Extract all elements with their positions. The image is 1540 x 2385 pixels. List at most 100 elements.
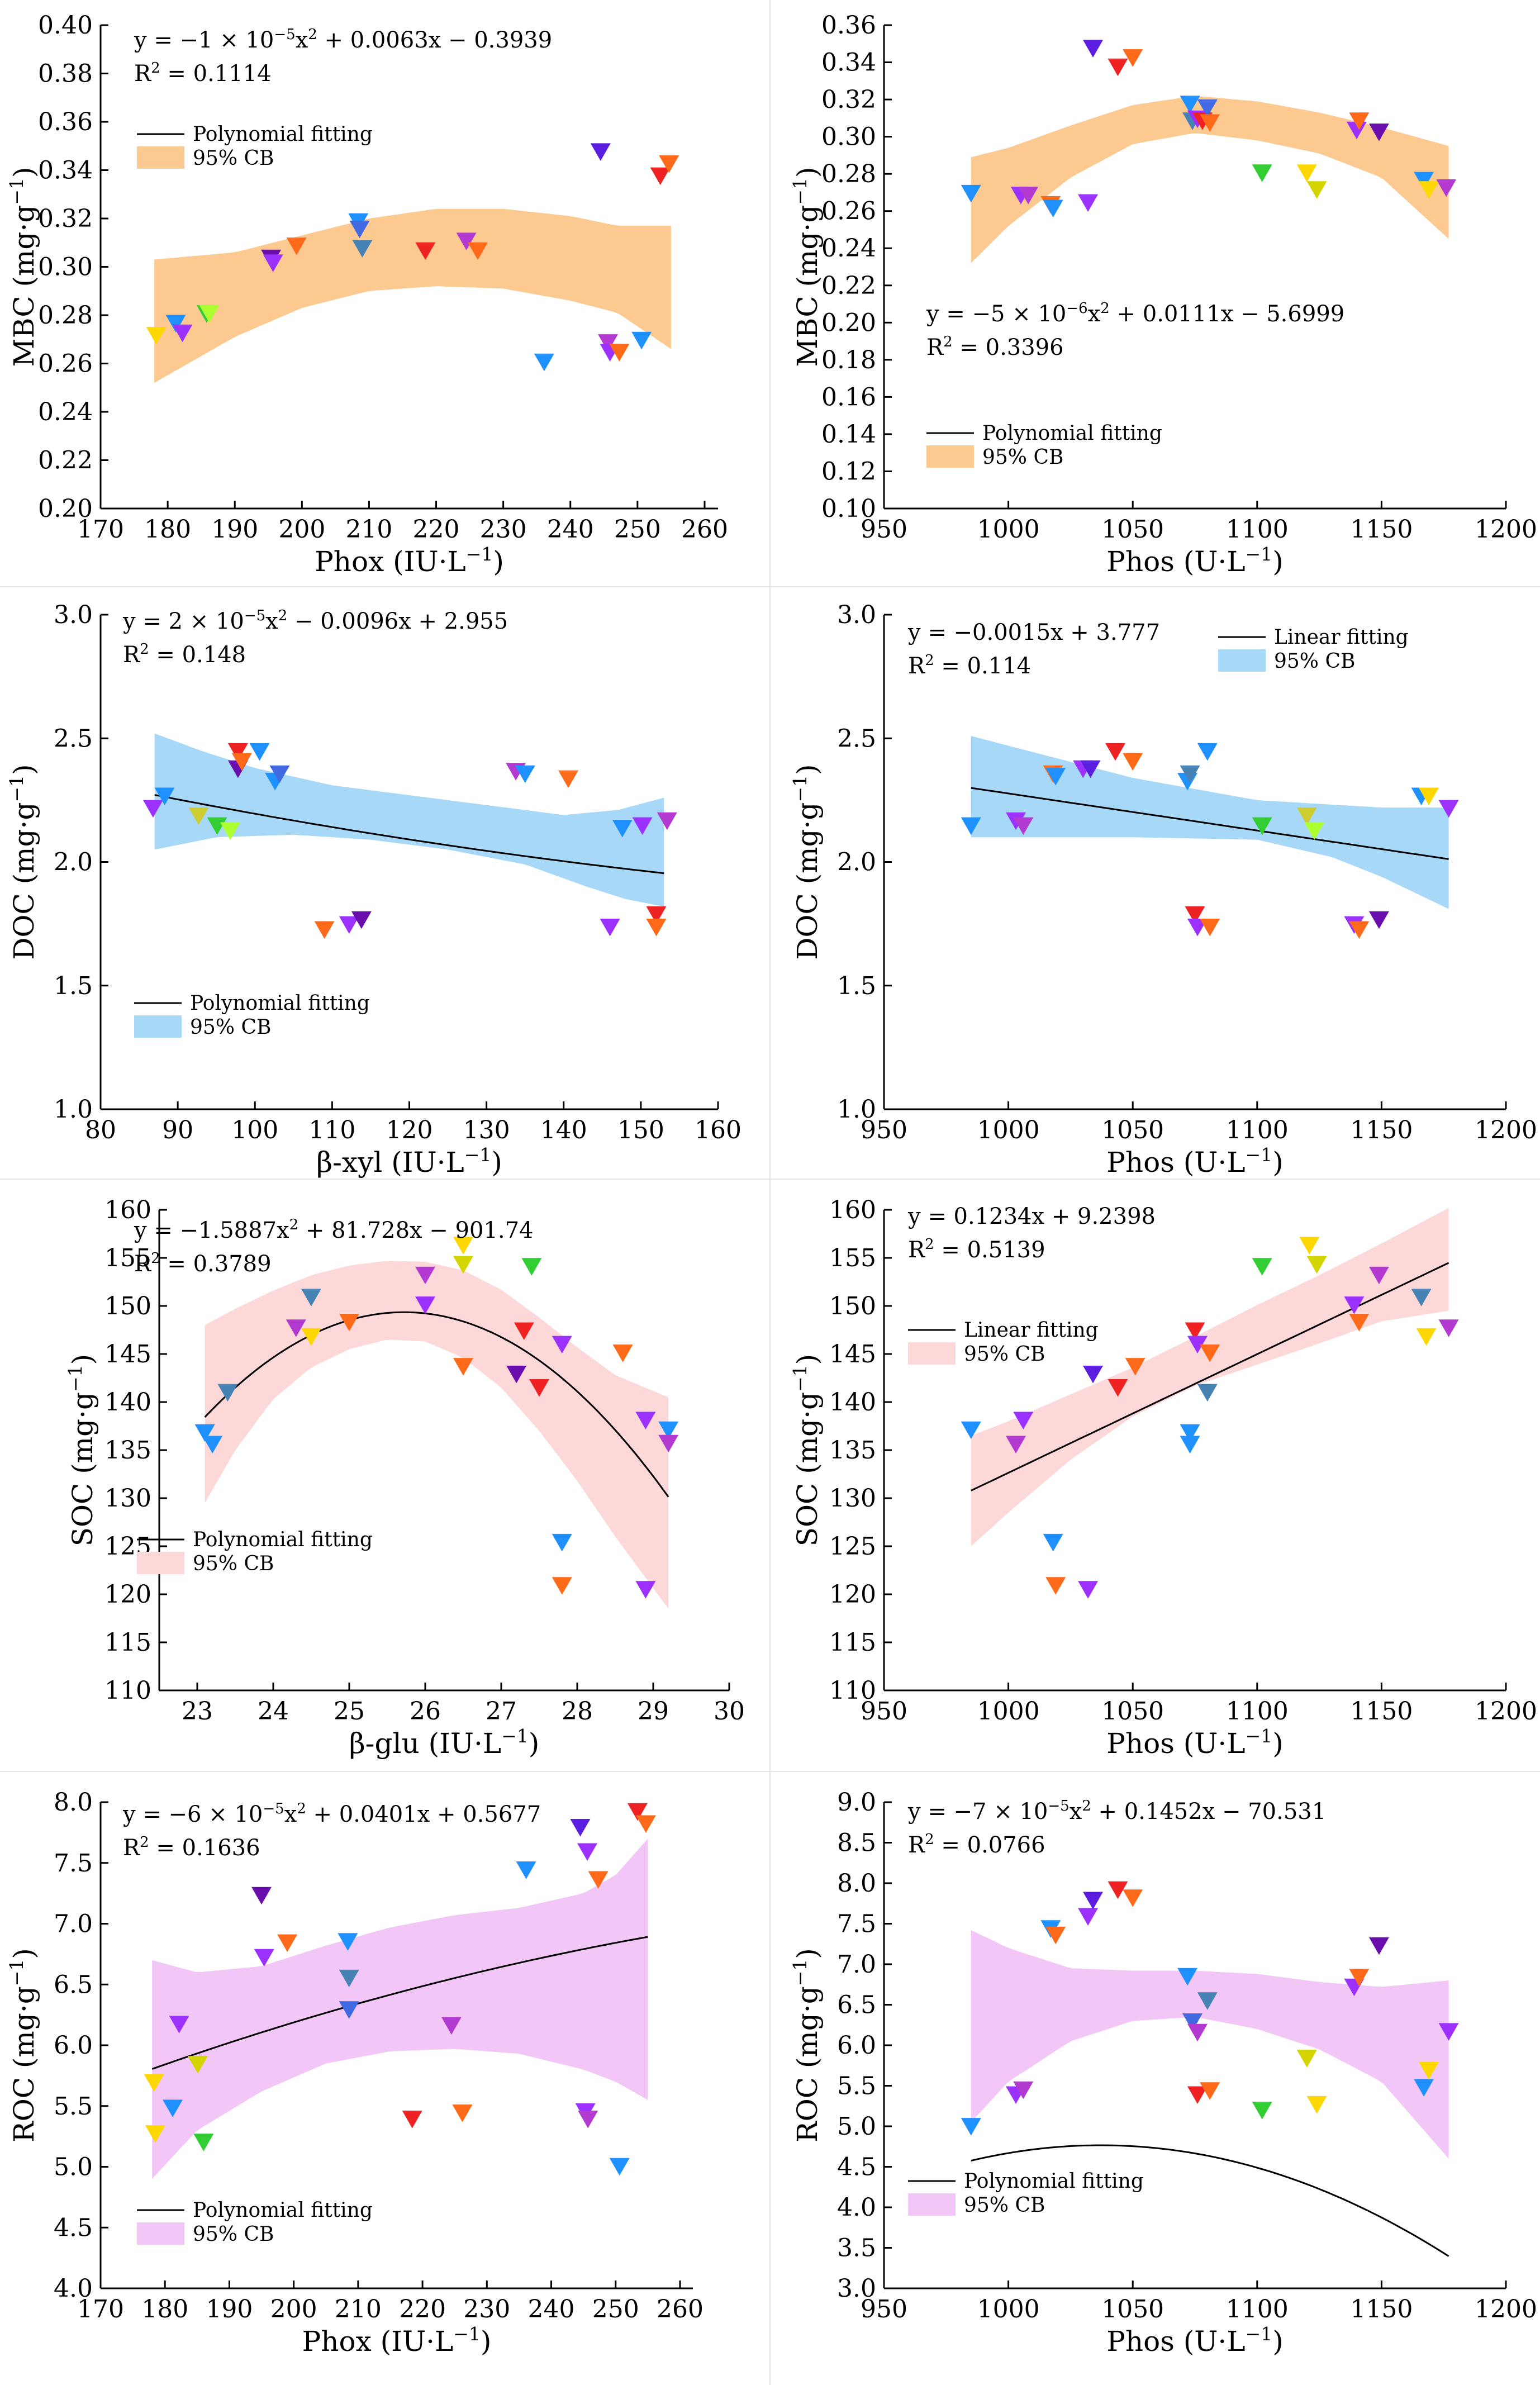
- y-tick-label: 0.18: [821, 346, 876, 374]
- data-point-1: [1006, 1436, 1026, 1453]
- y-tick-label: 7.5: [54, 1849, 93, 1878]
- legend-band-swatch: [137, 146, 184, 169]
- y-tick-label: 0.24: [38, 398, 93, 426]
- y-tick-label: 0.28: [38, 301, 93, 330]
- y-tick-label: 0.36: [38, 108, 93, 136]
- x-tick-label: 950: [861, 515, 907, 544]
- y-tick-label: 6.0: [54, 2031, 93, 2060]
- data-point-4: [1045, 1577, 1066, 1595]
- y-tick-label: 140: [104, 1388, 151, 1417]
- x-axis-label: β-glu (IU·L−1): [349, 1725, 540, 1760]
- x-tick-label: 1000: [977, 1116, 1040, 1144]
- data-point-3: [169, 2016, 189, 2034]
- data-point-18: [1344, 1296, 1365, 1314]
- fit-line: [151, 1936, 648, 2070]
- y-tick-label: 0.16: [821, 383, 876, 411]
- x-axis-label: Phos (U·L−1): [1106, 1144, 1283, 1179]
- y-tick-label: 8.0: [837, 1869, 876, 1898]
- data-point-4: [188, 2056, 208, 2074]
- legend-band-label: 95% CB: [193, 1552, 274, 1575]
- x-tick-label: 1200: [1475, 1697, 1537, 1726]
- confidence-band: [205, 1261, 669, 1609]
- data-point-22: [627, 1803, 648, 1821]
- data-point-5: [301, 1328, 321, 1346]
- data-point-11: [1185, 1322, 1205, 1340]
- y-tick-label: 3.5: [837, 2234, 876, 2263]
- data-point-3: [1043, 1533, 1063, 1552]
- data-point-8: [1123, 1889, 1143, 1907]
- y-tick-label: 120: [104, 1580, 151, 1609]
- data-point-5: [1078, 194, 1099, 212]
- panel-roc_phos: 950 1000 1050 1100 1150 1200 3.0 3.5 4.0 4.5 5.0 5.…: [789, 1788, 1537, 2358]
- x-tick-label: 1050: [1101, 515, 1164, 544]
- data-point-13: [1197, 1384, 1218, 1402]
- y-tick-label: 0.36: [821, 11, 876, 40]
- y-tick-label: 160: [829, 1196, 876, 1224]
- data-point-11: [314, 921, 335, 939]
- data-point-7: [1105, 743, 1125, 761]
- data-point-17: [1304, 822, 1325, 840]
- x-tick-label: 230: [480, 515, 527, 544]
- x-tick-label: 90: [162, 1116, 193, 1144]
- fit-line: [154, 794, 664, 875]
- data-point-13: [441, 2017, 462, 2035]
- data-point-23: [658, 1434, 679, 1453]
- data-point-6: [1083, 40, 1103, 58]
- x-tick-label: 180: [141, 2295, 188, 2324]
- data-point-15: [1252, 164, 1272, 182]
- fit-equation: y = 0.1234x + 9.2398: [907, 1204, 1156, 1229]
- data-point-10: [1180, 1436, 1200, 1453]
- panel-mbc_phox: 170 180 190 200 210 220 230 240 250 260 0.20 0.22 0.…: [6, 11, 728, 578]
- x-tick-label: 950: [861, 1697, 907, 1726]
- confidence-band: [971, 96, 1449, 263]
- data-point-7: [1108, 1379, 1128, 1397]
- data-point-1: [145, 2125, 165, 2143]
- legend-band-swatch: [926, 445, 974, 468]
- legend-fit-label: Polynomial fitting: [190, 992, 370, 1015]
- r-squared: R2 = 0.5139: [908, 1236, 1045, 1263]
- x-tick-label: 1150: [1350, 515, 1413, 544]
- data-point-15: [516, 1861, 536, 1879]
- data-point-0: [144, 2074, 164, 2092]
- fit-equation: y = −0.0015x + 3.777: [907, 620, 1160, 645]
- data-point-14: [1200, 2082, 1220, 2100]
- data-point-4: [199, 305, 220, 323]
- x-tick-label: 1000: [977, 2295, 1040, 2324]
- data-point-0: [961, 1421, 981, 1439]
- y-tick-label: 9.0: [837, 1788, 876, 1817]
- data-point-13: [1197, 743, 1218, 761]
- data-point-18: [1346, 121, 1367, 140]
- x-tick-label: 26: [410, 1697, 441, 1726]
- data-point-14: [1200, 919, 1220, 937]
- data-point-9: [349, 220, 370, 239]
- data-point-2: [188, 807, 209, 825]
- y-tick-label: 8.0: [54, 1788, 93, 1817]
- legend-fit-label: Linear fitting: [964, 1319, 1099, 1342]
- y-tick-label: 0.22: [821, 272, 876, 300]
- y-tick-label: 130: [104, 1484, 151, 1513]
- data-point-3: [207, 817, 227, 835]
- x-tick-label: 250: [614, 515, 661, 544]
- x-tick-label: 210: [345, 515, 392, 544]
- data-point-11: [1187, 2023, 1208, 2042]
- data-point-12: [402, 2111, 422, 2129]
- fit-line: [971, 1262, 1449, 1491]
- data-point-6: [1083, 1365, 1103, 1384]
- y-tick-label: 0.20: [38, 495, 93, 523]
- data-point-23: [1438, 800, 1459, 818]
- data-point-13: [468, 242, 488, 260]
- data-point-21: [646, 919, 667, 937]
- data-point-9: [1180, 1424, 1200, 1442]
- x-tick-label: 220: [413, 515, 460, 544]
- data-point-6: [263, 254, 283, 272]
- data-point-4: [1043, 199, 1063, 217]
- x-tick-label: 260: [681, 515, 728, 544]
- x-tick-label: 29: [638, 1697, 669, 1726]
- fit-line: [971, 787, 1449, 860]
- data-point-5: [1078, 1908, 1099, 1926]
- y-tick-label: 145: [104, 1340, 151, 1369]
- data-point-15: [529, 1379, 549, 1397]
- x-axis-label: Phos (U·L−1): [1106, 2323, 1283, 2358]
